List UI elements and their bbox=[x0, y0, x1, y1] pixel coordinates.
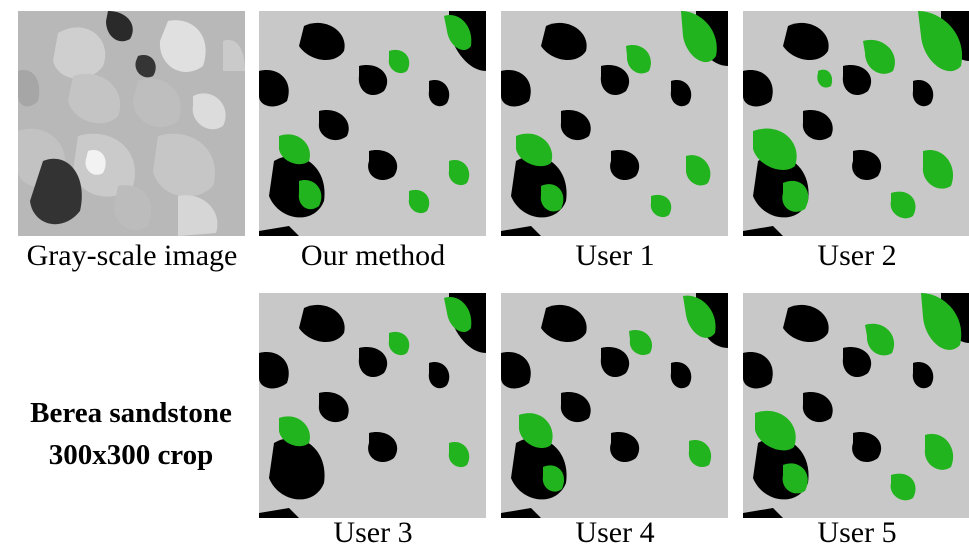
our-method-segmentation-panel bbox=[259, 11, 486, 236]
caption-user-5: User 5 bbox=[817, 516, 897, 549]
caption-user-1: User 1 bbox=[575, 239, 655, 272]
segmentation-image-user-1 bbox=[501, 11, 728, 236]
user-3-segmentation-panel bbox=[259, 293, 486, 518]
user-4-segmentation-panel bbox=[501, 293, 728, 518]
grayscale-image-panel bbox=[18, 11, 245, 236]
segmentation-image-user-4 bbox=[501, 293, 728, 518]
user-1-segmentation-panel bbox=[501, 11, 728, 236]
segmentation-image-our-method bbox=[259, 11, 486, 236]
user-5-segmentation-panel bbox=[743, 293, 969, 518]
segmentation-image-user-5 bbox=[743, 293, 969, 518]
caption-our-method: Our method bbox=[300, 239, 446, 272]
segmentation-image-user-3 bbox=[259, 293, 486, 518]
caption-user-3: User 3 bbox=[333, 516, 413, 549]
sample-label-line-2: 300x300 crop bbox=[48, 439, 214, 471]
user-2-segmentation-panel bbox=[743, 11, 969, 236]
segmentation-image-user-2 bbox=[743, 11, 969, 236]
grayscale-image bbox=[18, 11, 245, 236]
caption-grayscale-image: Gray-scale image bbox=[26, 239, 238, 272]
sample-label-line-1: Berea sandstone bbox=[30, 397, 232, 429]
caption-user-2: User 2 bbox=[817, 239, 897, 272]
caption-user-4: User 4 bbox=[575, 516, 655, 549]
